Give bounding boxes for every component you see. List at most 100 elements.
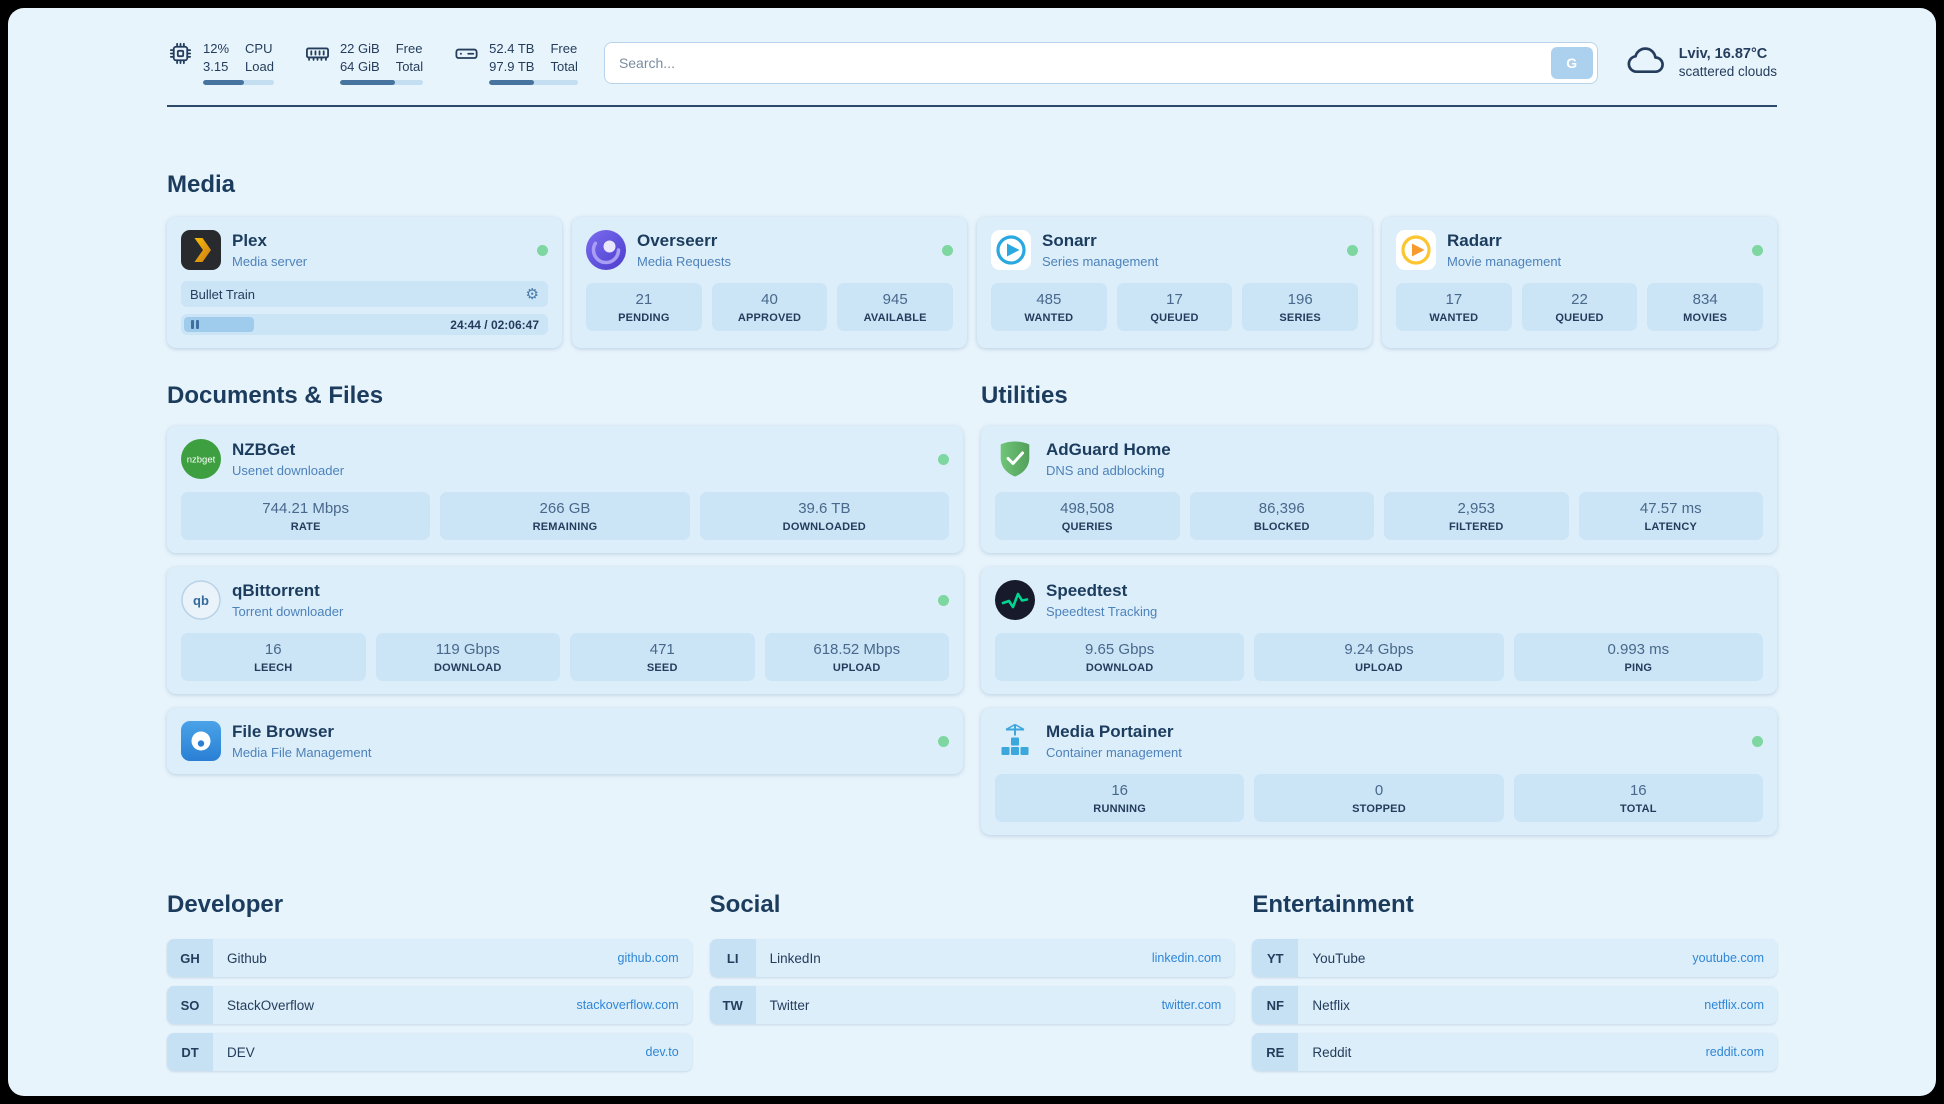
service-card-filebrowser[interactable]: File Browser Media File Management (167, 708, 963, 775)
bookmark-abbr: TW (709, 986, 756, 1025)
bookmark-youtube[interactable]: YT YouTube youtube.com (1252, 939, 1777, 978)
overseerr-icon (586, 230, 626, 271)
service-card-qbittorrent[interactable]: qb qBittorrent Torrent downloader 16 LEEC… (167, 567, 963, 695)
service-card-sonarr[interactable]: Sonarr Series management 485 WANTED 17 QUEU… (977, 217, 1372, 349)
status-online-dot (938, 594, 949, 606)
section-title-social: Social (709, 891, 781, 919)
stat-value: 9.65 Gbps (1085, 641, 1155, 659)
section-title-utilities: Utilities (981, 382, 1068, 410)
stat-tile: 9.24 Gbps UPLOAD (1254, 633, 1504, 682)
stat-value: 0 (1374, 782, 1384, 800)
stat-tile: 9.65 Gbps DOWNLOAD (995, 633, 1245, 682)
stat-label: SEED (646, 662, 678, 675)
speedtest-icon (995, 580, 1035, 621)
weather-location: Lviv, 16.87°C (1678, 46, 1768, 63)
stat-label: UPLOAD (1355, 662, 1403, 675)
ram-free-value: 22 GiB (339, 41, 380, 56)
bookmark-reddit[interactable]: RE Reddit reddit.com (1252, 1033, 1777, 1072)
header-divider (167, 105, 1777, 108)
stat-label: PENDING (618, 312, 670, 325)
search-engine-button[interactable]: G (1550, 46, 1593, 79)
section-title-documents: Documents & Files (167, 382, 384, 410)
bookmark-netflix[interactable]: NF Netflix netflix.com (1252, 986, 1777, 1025)
stat-tile: 16 RUNNING (995, 774, 1245, 823)
search-input[interactable] (603, 41, 1598, 84)
stat-tile: 471 SEED (570, 633, 755, 682)
stat-label: QUERIES (1061, 521, 1113, 534)
bookmarks-area: Developer GH Github github.com SO StackOverf… (167, 891, 1777, 1072)
service-name: AdGuard Home (1046, 440, 1171, 460)
stat-tile: 945 AVAILABLE (837, 283, 954, 332)
service-description: Container management (1046, 745, 1182, 761)
stat-label: STOPPED (1352, 803, 1406, 816)
stat-tile: 744.21 Mbps RATE (181, 492, 431, 541)
cpu-progress-bar (203, 80, 274, 86)
stat-tile: 16 LEECH (181, 633, 366, 682)
service-description: Media Requests (637, 254, 731, 270)
playback-progress-bar[interactable]: 24:44 / 02:06:47 (181, 314, 548, 336)
bookmark-dev[interactable]: DT DEV dev.to (167, 1033, 692, 1072)
cpu-icon (167, 40, 194, 67)
card-head: qb qBittorrent Torrent downloader (181, 580, 949, 620)
stat-label: TOTAL (1619, 803, 1657, 816)
service-description: Speedtest Tracking (1046, 604, 1158, 620)
card-head: Speedtest Speedtest Tracking (995, 580, 1763, 621)
stat-label: LEECH (254, 662, 293, 675)
two-column-area: Documents & Files nzbget NZBGet U (167, 382, 1777, 836)
stat-tile: 47.57 ms LATENCY (1578, 492, 1763, 541)
stat-label: REMAINING (532, 521, 598, 534)
system-stats-group: 12% 3.15 CPU Load (167, 40, 578, 86)
stat-value: 17 (1166, 291, 1183, 309)
stats-row: 485 WANTED 17 QUEUED 196 SERIES (991, 283, 1359, 332)
stat-value: 834 (1692, 291, 1718, 309)
bookmarks-entertainment: Entertainment YT YouTube youtube.com NF Netf… (1252, 891, 1777, 1072)
bookmark-name: Github (227, 950, 267, 966)
filebrowser-icon (181, 721, 221, 762)
stat-tile: 22 QUEUED (1521, 283, 1638, 332)
stats-row: 17 WANTED 22 QUEUED 834 MOVIES (1396, 283, 1764, 332)
stat-label: MOVIES (1683, 312, 1728, 325)
status-online-dot (938, 453, 949, 465)
settings-gear-icon[interactable]: ⚙ (525, 285, 539, 303)
bookmark-name: Reddit (1312, 1044, 1352, 1060)
now-playing-bar: Bullet Train ⚙ (181, 281, 548, 308)
adguard-icon (995, 439, 1035, 479)
stat-label: QUEUED (1150, 312, 1199, 325)
stat-tile: 266 GB REMAINING (440, 492, 690, 541)
service-card-plex[interactable]: Plex Media server Bullet Train ⚙ 24:44 /… (167, 217, 562, 349)
card-head: Radarr Movie management (1396, 230, 1763, 271)
bookmark-domain: linkedin.com (1151, 951, 1222, 966)
status-online-dot (938, 735, 949, 747)
dashboard-page: 12% 3.15 CPU Load (8, 8, 1936, 1096)
stat-value: 471 (649, 641, 675, 659)
card-head: Plex Media server (181, 230, 548, 271)
bookmark-github[interactable]: GH Github github.com (167, 939, 692, 978)
service-name: Radarr (1447, 231, 1502, 251)
stat-tile: 834 MOVIES (1647, 283, 1764, 332)
service-card-adguard[interactable]: AdGuard Home DNS and adblocking 498,508 Q… (981, 426, 1777, 554)
bookmark-name: YouTube (1312, 950, 1366, 966)
service-card-portainer[interactable]: Media Portainer Container management 16 R… (981, 708, 1777, 836)
cpu-widget: 12% 3.15 CPU Load (167, 40, 274, 86)
stat-value: 196 (1287, 291, 1313, 309)
svg-text:nzbget: nzbget (187, 455, 216, 466)
stat-label: FILTERED (1448, 521, 1504, 534)
bookmark-linkedin[interactable]: LI LinkedIn linkedin.com (709, 939, 1235, 978)
service-name: qBittorrent (232, 581, 320, 601)
service-card-radarr[interactable]: Radarr Movie management 17 WANTED 22 QUEUED… (1382, 217, 1777, 349)
bookmarks-developer: Developer GH Github github.com SO StackOverf… (167, 891, 692, 1072)
stat-value: 39.6 TB (798, 500, 851, 518)
service-card-nzbget[interactable]: nzbget NZBGet Usenet downloader 744.21 M… (167, 426, 963, 554)
stat-label: WANTED (1429, 312, 1479, 325)
service-name: NZBGet (232, 440, 296, 460)
ram-progress-bar (339, 80, 424, 86)
stat-label: PING (1624, 662, 1653, 675)
section-title-media: Media (167, 171, 236, 199)
disk-free-label: Free (550, 41, 578, 56)
service-description: Movie management (1447, 254, 1562, 270)
ram-free-label: Free (395, 41, 423, 56)
service-card-overseerr[interactable]: Overseerr Media Requests 21 PENDING 40 APPR… (572, 217, 967, 349)
service-card-speedtest[interactable]: Speedtest Speedtest Tracking 9.65 Gbps DO… (981, 567, 1777, 695)
bookmark-twitter[interactable]: TW Twitter twitter.com (709, 986, 1235, 1025)
bookmark-stackoverflow[interactable]: SO StackOverflow stackoverflow.com (167, 986, 692, 1025)
